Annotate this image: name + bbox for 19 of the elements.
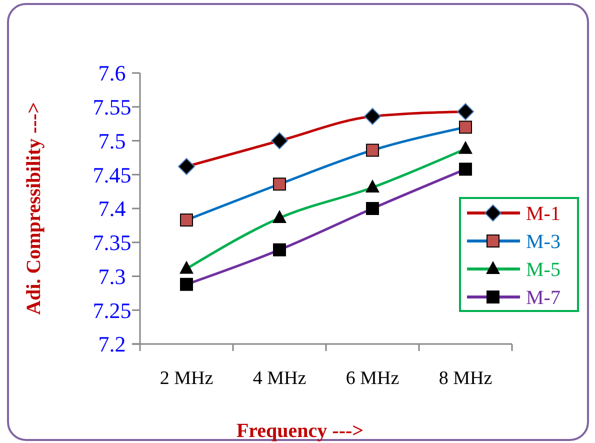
y-tick-label: 7.25: [92, 298, 132, 323]
y-tick-label: 7.45: [92, 162, 132, 188]
y-tick-label: 7.55: [92, 94, 132, 120]
y-tick-label: 7.35: [92, 230, 132, 256]
y-tick-label: 7.3: [98, 264, 126, 289]
x-tick-label: 4 MHz: [252, 368, 306, 389]
y-tick-label: 7.4: [98, 196, 126, 222]
x-tick-label: 2 MHz: [160, 368, 214, 389]
x-axis-title: Frequency --->: [236, 420, 364, 442]
legend-label: M-3: [526, 231, 560, 253]
legend-label: M-7: [526, 287, 560, 309]
y-axis-title: Adi. Compressibility --->: [23, 102, 45, 315]
x-tick-label: 8 MHz: [438, 368, 492, 389]
y-tick-label: 7.2: [98, 332, 126, 357]
y-tick-label: 7.6: [98, 60, 126, 86]
x-tick-label: 6 MHz: [346, 368, 400, 389]
legend-label: M-1: [526, 203, 560, 225]
y-tick-label: 7.5: [98, 128, 126, 154]
legend-label: M-5: [526, 259, 560, 281]
